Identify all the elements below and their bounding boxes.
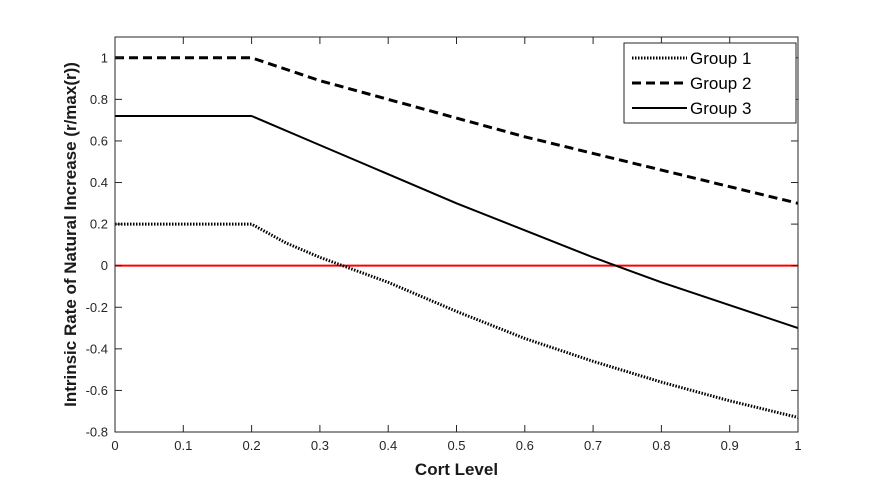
y-tick-label: 0.2 [90,217,108,232]
legend-label-2: Group 2 [690,74,751,93]
x-tick-label: 0 [111,438,118,453]
legend-label-1: Group 1 [690,49,751,68]
y-tick-label: 1 [101,50,108,65]
x-tick-label: 0.5 [447,438,465,453]
y-tick-label: -0.4 [86,341,108,356]
x-tick-label: 0.4 [379,438,397,453]
y-tick-label: 0.6 [90,133,108,148]
y-tick-label: 0.8 [90,92,108,107]
legend-label-3: Group 3 [690,99,751,118]
x-tick-label: 0.3 [311,438,329,453]
x-tick-label: 0.7 [584,438,602,453]
axes-layer: 0 0.1 0.2 0.3 0.4 0.5 0.6 0.7 0.8 0.9 1 -0.8 -0.6 -0.… [86,36,802,453]
x-tick-label: 1 [794,438,801,453]
x-tick-label: 0.1 [174,438,192,453]
y-tick-label: -0.2 [86,300,108,315]
y-tick-label: 0.4 [90,175,108,190]
x-axis-label: Cort Level [415,460,498,479]
legend: Group 1 Group 2 Group 3 [623,42,797,124]
x-tick-label: 0.2 [243,438,261,453]
x-tick-label: 0.9 [721,438,739,453]
x-tick-label: 0.8 [652,438,670,453]
series-line-1 [115,222,799,419]
series-line-2 [115,56,799,205]
y-tick-label: -0.8 [86,425,108,440]
y-tick-label: 0 [101,258,108,273]
y-tick-label: -0.6 [86,383,108,398]
series-line-3 [115,115,799,329]
series-layer [115,56,799,419]
y-axis-label: Intrinsic Rate of Natural Increase (r/ma… [61,62,80,407]
x-tick-label: 0.6 [516,438,534,453]
